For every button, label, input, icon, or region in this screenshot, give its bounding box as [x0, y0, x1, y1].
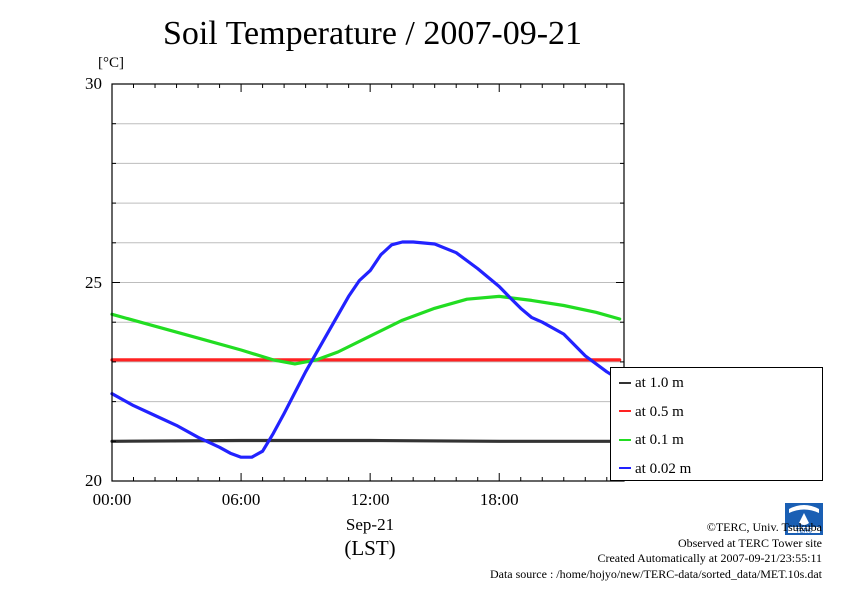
legend-swatch	[619, 381, 631, 384]
x-tick-label: 00:00	[92, 490, 132, 509]
copyright-text: ©TERC, Univ. Tsukuba	[706, 520, 822, 534]
y-tick-label: 30	[85, 74, 102, 93]
legend-item: at 1.0 m	[619, 374, 684, 392]
legend-swatch	[619, 438, 631, 441]
legend-item: at 0.5 m	[619, 403, 684, 421]
source-text: Data source : /home/hojyo/new/TERC-data/…	[489, 566, 822, 581]
y-tick-label: 20	[85, 471, 102, 490]
legend-swatch	[619, 467, 631, 470]
x-tick-label: 12:00	[350, 490, 390, 509]
series-line-at-0-1-m	[110, 294, 622, 366]
legend-swatch	[619, 410, 631, 413]
legend-label: at 0.02 m	[635, 460, 692, 477]
legend-label: at 0.1 m	[635, 432, 684, 448]
observed-text: Observed at TERC Tower site	[677, 535, 822, 550]
credits: ©TERC, Univ. Tsukuba Observed at TERC To…	[490, 520, 822, 582]
legend-label: at 0.5 m	[635, 403, 684, 420]
y-tick-label: 25	[85, 272, 102, 292]
x-axis-date-label: Sep-21	[345, 515, 395, 534]
legend: at 1.0 m at 0.5 m at 0.1 m at 0.02 m	[610, 367, 823, 481]
svg-text:TERC: TERC	[796, 529, 813, 535]
terc-logo: TERC	[785, 503, 823, 535]
series-line-at-1-0-m	[110, 438, 622, 443]
x-tick-label: 18:00	[479, 490, 519, 509]
y-axis-unit-label: [°C]	[98, 55, 124, 71]
legend-item: at 0.02 m	[619, 460, 691, 478]
chart-title: Soil Temperature / 2007-09-21	[162, 15, 583, 52]
x-tick-label: 06:00	[221, 490, 261, 509]
series-line-at-0-02-m	[110, 240, 622, 459]
created-text: Created Automatically at 2007-09-21/23:5…	[597, 551, 822, 565]
legend-label: at 1.0 m	[635, 375, 684, 391]
x-axis-timezone-label: (LST)	[344, 536, 396, 560]
legend-item: at 0.1 m	[619, 431, 684, 449]
